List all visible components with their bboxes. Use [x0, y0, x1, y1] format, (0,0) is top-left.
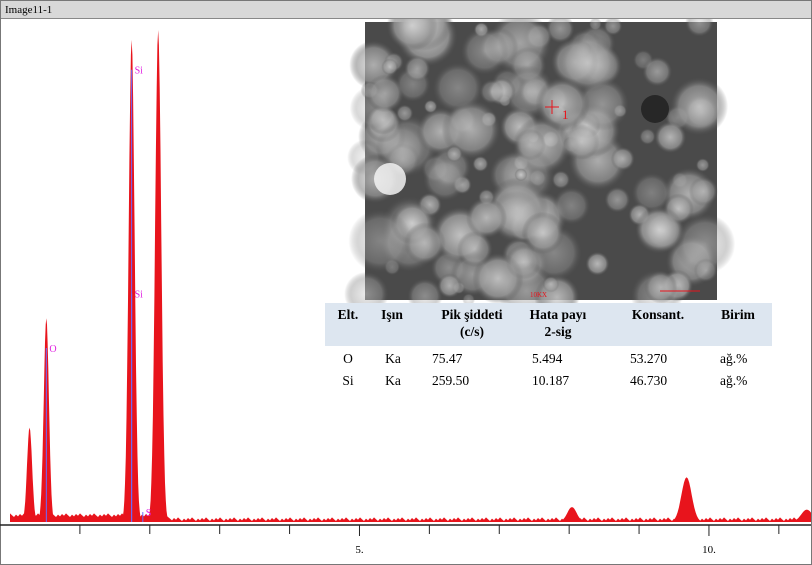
grain — [604, 186, 631, 213]
marker-label: S — [146, 508, 152, 519]
scale-label: 10KX — [530, 291, 547, 299]
table-cell: ağ.% — [720, 351, 747, 366]
grain — [514, 168, 528, 182]
grain — [693, 258, 718, 283]
grain — [422, 157, 467, 202]
grain — [535, 77, 590, 132]
header-line: 2-sig — [545, 324, 572, 339]
grain — [437, 273, 462, 298]
noise — [10, 513, 811, 522]
grain — [685, 19, 714, 37]
grain — [466, 197, 508, 239]
grain — [457, 231, 493, 268]
table-cell: Ka — [385, 351, 401, 366]
grain — [635, 205, 683, 254]
grain — [654, 121, 687, 154]
peak — [19, 427, 40, 522]
grain — [642, 56, 673, 87]
grain — [542, 275, 560, 293]
grain — [381, 58, 399, 76]
grain — [460, 27, 509, 75]
grain — [396, 104, 414, 122]
header-line: Hata payı — [530, 307, 587, 322]
grain — [674, 213, 736, 275]
table-cell: 75.47 — [432, 351, 463, 366]
grain — [521, 211, 564, 255]
grain — [610, 146, 635, 171]
grain — [695, 158, 710, 172]
marker-label: Si — [135, 66, 144, 77]
grain — [552, 186, 591, 225]
grain — [514, 128, 546, 161]
grain — [441, 99, 501, 159]
peak — [665, 477, 708, 522]
grain — [404, 55, 431, 82]
x-tick-label: 5. — [355, 544, 364, 556]
grain — [670, 77, 729, 136]
header-line: (c/s) — [460, 324, 484, 339]
marker-label: O — [49, 344, 56, 355]
table-cell: Si — [342, 373, 354, 388]
table-cell: Ka — [385, 373, 401, 388]
grain — [688, 176, 719, 207]
table-header: Elt. — [338, 307, 359, 322]
x-tick-label: 10. — [702, 544, 716, 556]
grain — [644, 270, 678, 304]
grain — [472, 155, 489, 172]
table-cell: 10.187 — [532, 373, 569, 388]
marker-label: Si — [135, 289, 144, 300]
bright-spot — [374, 163, 406, 195]
table-cell: ağ.% — [720, 373, 747, 388]
grain — [558, 33, 618, 93]
title-bar: Image11-1 — [1, 1, 811, 19]
grain — [403, 222, 446, 265]
sem-image: 1 10KX — [344, 19, 736, 322]
table-body-bg — [325, 346, 772, 392]
table-cell: O — [343, 351, 353, 366]
peak — [553, 507, 591, 522]
table-header: Birim — [721, 307, 755, 322]
table-header: Işın — [381, 307, 403, 322]
point-label: 1 — [562, 107, 569, 122]
grain — [631, 172, 672, 213]
grain — [585, 251, 610, 276]
grain — [445, 145, 463, 163]
grain — [423, 99, 438, 114]
table-cell: 259.50 — [432, 373, 469, 388]
spectrum-view: 1 10KX O Si Si S 5. 10. Elt. Işın Pik şiddeti (c/s)… — [0, 19, 811, 556]
grain — [603, 19, 623, 36]
table-cell: 46.730 — [630, 373, 667, 388]
table-header-bg — [325, 303, 772, 346]
grain — [366, 74, 404, 113]
peak — [146, 30, 171, 522]
grain — [386, 19, 438, 51]
table-cell: 53.270 — [630, 351, 667, 366]
grain — [639, 128, 656, 145]
grain — [505, 244, 541, 280]
table-header: Pik şiddeti (c/s) — [441, 307, 502, 339]
crosshair — [545, 100, 559, 114]
table-header: Konsant. — [632, 307, 684, 322]
grain — [551, 170, 571, 189]
header-line: Pik şiddeti — [441, 307, 502, 322]
grain — [462, 293, 476, 306]
grain — [348, 209, 412, 273]
table-cell: 5.494 — [532, 351, 563, 366]
grain — [588, 19, 602, 31]
grain — [479, 79, 505, 104]
table-header: Hata payı 2-sig — [530, 307, 587, 339]
dark-pore — [641, 95, 669, 123]
grain — [545, 19, 575, 44]
peak — [784, 509, 811, 522]
